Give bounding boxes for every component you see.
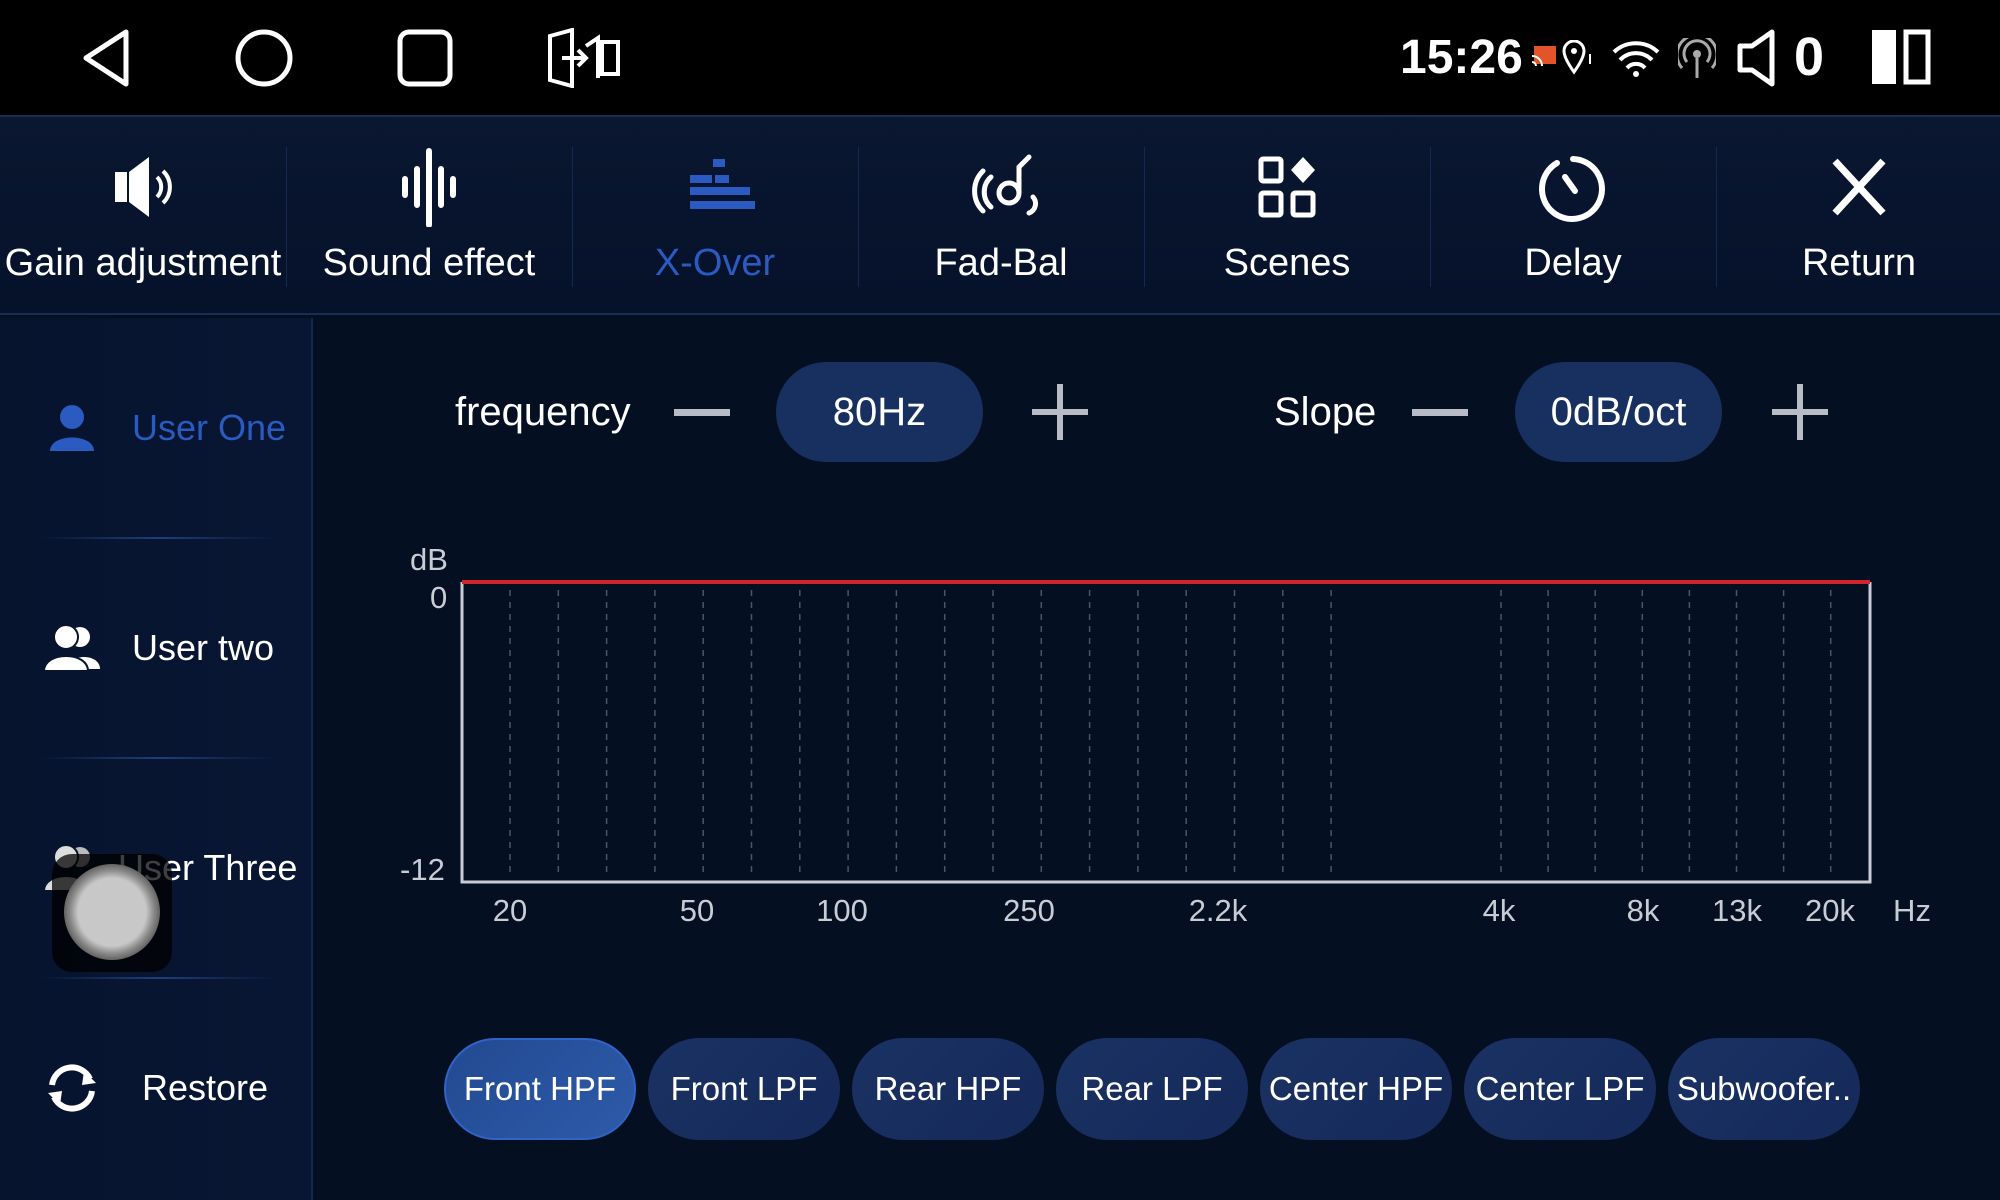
nav-label: X-Over xyxy=(654,242,776,284)
location-icon xyxy=(1562,40,1591,75)
close-icon xyxy=(1832,158,1886,216)
home-icon[interactable] xyxy=(234,28,294,88)
x-tick-label: 4k xyxy=(1482,893,1516,928)
users-icon xyxy=(42,624,100,672)
sidebar-item-restore[interactable]: Restore xyxy=(0,1033,313,1143)
scenes-grid-icon xyxy=(1258,156,1316,218)
filter-button-front-lpf[interactable]: Front LPF xyxy=(648,1038,840,1140)
sidebar-item-user-one[interactable]: User One xyxy=(0,373,313,483)
nav-label: Return xyxy=(1801,242,1917,284)
screen-mirror-icon[interactable] xyxy=(546,28,626,88)
y-tick-label: -12 xyxy=(400,852,445,887)
status-bar: 15:26 0 xyxy=(0,0,2000,115)
slope-label: Slope xyxy=(1274,390,1377,434)
x-tick-label: 2.2k xyxy=(1188,893,1248,928)
slope-increase-button[interactable] xyxy=(1772,384,1828,440)
axis-frame xyxy=(460,582,1872,884)
sidebar-item-user-two[interactable]: User two xyxy=(0,593,313,703)
slope-decrease-button[interactable] xyxy=(1412,384,1468,440)
frequency-increase-button[interactable] xyxy=(1032,384,1088,440)
recents-icon[interactable] xyxy=(396,28,454,88)
sidebar-label: User two xyxy=(132,627,275,668)
nav-gain-adjustment[interactable]: Gain adjustment xyxy=(0,117,286,313)
crossover-bars-icon xyxy=(690,159,755,209)
nav-sound-effect[interactable]: Sound effect xyxy=(286,117,572,313)
x-tick-label: 13k xyxy=(1712,893,1762,928)
nav-x-over[interactable]: X-Over xyxy=(572,117,858,313)
nav-label: Gain adjustment xyxy=(4,242,282,284)
nav-fad-bal[interactable]: Fad-Bal xyxy=(858,117,1144,313)
refresh-icon xyxy=(48,1064,96,1112)
nav-label: Delay xyxy=(1524,242,1622,284)
slope-value[interactable]: 0dB/oct xyxy=(1515,362,1722,462)
wifi-icon xyxy=(1612,41,1660,77)
frequency-value[interactable]: 80Hz xyxy=(776,362,983,462)
x-tick-label: 8k xyxy=(1626,893,1660,928)
filter-button-subwoofer[interactable]: Subwoofer.. xyxy=(1668,1038,1860,1140)
x-tick-label: 100 xyxy=(816,893,868,928)
nav-label: Sound effect xyxy=(322,242,536,284)
cast-icon xyxy=(1531,46,1556,67)
frequency-decrease-button[interactable] xyxy=(674,384,730,440)
filter-button-rear-lpf[interactable]: Rear LPF xyxy=(1056,1038,1248,1140)
top-nav: Gain adjustment Sound effect X-Over Fad-… xyxy=(0,115,2000,315)
fader-balance-icon xyxy=(972,154,1038,216)
nav-return[interactable]: Return xyxy=(1716,117,2000,313)
nav-label: Scenes xyxy=(1223,242,1351,284)
hotspot-icon xyxy=(1678,38,1716,78)
sidebar-label: Restore xyxy=(142,1067,269,1108)
nav-label: Fad-Bal xyxy=(934,242,1068,284)
timer-icon xyxy=(1539,156,1605,222)
assistive-touch-button[interactable] xyxy=(52,854,172,972)
x-axis-unit: Hz xyxy=(1893,893,1931,928)
x-tick-label: 20 xyxy=(492,893,528,928)
nav-delay[interactable]: Delay xyxy=(1430,117,1716,313)
filter-button-rear-hpf[interactable]: Rear HPF xyxy=(852,1038,1044,1140)
filter-button-center-hpf[interactable]: Center HPF xyxy=(1260,1038,1452,1140)
x-tick-label: 250 xyxy=(1003,893,1055,928)
filter-button-front-hpf[interactable]: Front HPF xyxy=(444,1038,636,1140)
nav-scenes[interactable]: Scenes xyxy=(1144,117,1430,313)
frequency-label: frequency xyxy=(455,390,631,434)
waveform-icon xyxy=(402,148,456,227)
x-tick-label: 50 xyxy=(679,893,715,928)
back-icon[interactable] xyxy=(78,28,134,88)
filter-button-center-lpf[interactable]: Center LPF xyxy=(1464,1038,1656,1140)
volume-level: 0 xyxy=(1794,27,1825,87)
y-tick-label: 0 xyxy=(430,580,448,615)
y-axis-label: dB xyxy=(410,542,448,577)
volume-icon[interactable] xyxy=(1736,28,1780,88)
sidebar-label: User One xyxy=(132,407,287,448)
speaker-icon xyxy=(115,157,172,217)
user-sidebar: User One User two User Three Restore xyxy=(0,318,313,1200)
x-tick-label: 20k xyxy=(1805,893,1855,928)
user-icon xyxy=(50,405,94,451)
clock: 15:26 xyxy=(1400,31,1523,84)
split-screen-icon[interactable] xyxy=(1870,28,1932,86)
